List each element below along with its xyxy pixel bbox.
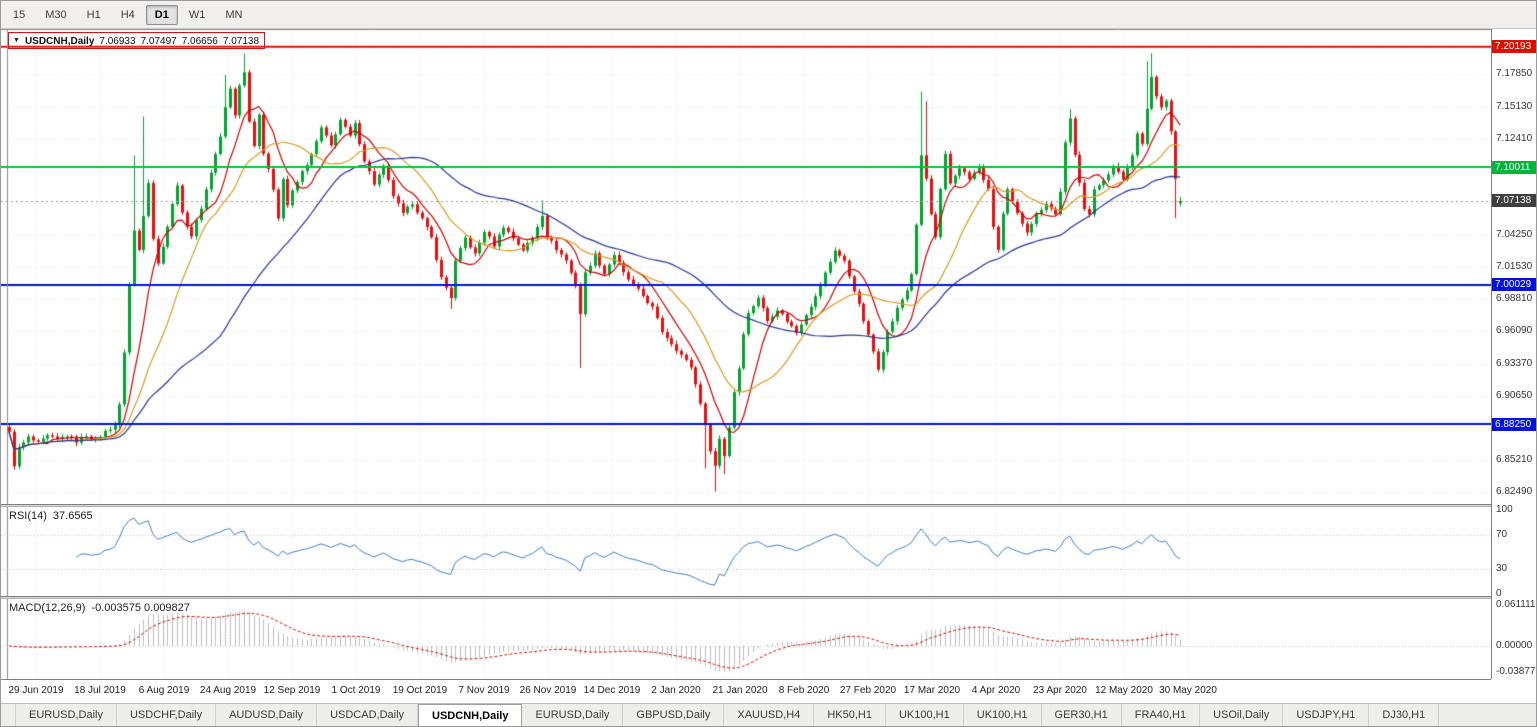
timeframe-w1[interactable]: W1	[188, 8, 206, 21]
timeframe-toolbar: 15 M30 H1 H4 D1 W1 MN	[1, 1, 1536, 29]
macd-axis-tick: 0.0611119	[1496, 599, 1537, 611]
rsi-name: RSI(14)	[9, 510, 47, 522]
date-tick: 19 Oct 2019	[392, 685, 448, 696]
price-badge: 7.10011	[1492, 160, 1536, 174]
timeframe-h1[interactable]: H1	[86, 8, 101, 21]
date-tick: 6 Aug 2019	[138, 685, 190, 696]
tab-uk100-h1[interactable]: UK100,H1	[964, 704, 1042, 726]
chart-title-box: ▼ USDCNH,Daily 7.06933 7.07497 7.06656 7…	[8, 32, 266, 49]
price-tick: 7.01530	[1496, 261, 1533, 273]
chart-region[interactable]: ▼ USDCNH,Daily 7.06933 7.07497 7.06656 7…	[1, 29, 1537, 703]
date-tick: 4 Apr 2020	[971, 685, 1021, 696]
date-tick: 30 May 2020	[1159, 685, 1217, 696]
ohlc-close-value: 7.07138	[222, 35, 260, 47]
date-tick: 14 Dec 2019	[583, 685, 641, 696]
price-tick: 6.98810	[1496, 293, 1533, 305]
ohlc-low-value: 7.06656	[181, 35, 218, 47]
tab-dj30-h1[interactable]: DJ30,H1	[1369, 704, 1440, 726]
price-badge: 7.00029	[1492, 278, 1536, 292]
tab-usdjpy-h1[interactable]: USDJPY,H1	[1283, 704, 1370, 726]
price-tick: 6.93370	[1496, 357, 1533, 369]
price-tick: 7.04250	[1496, 229, 1533, 241]
price-tick: 7.17850	[1496, 68, 1533, 80]
price-tick: 6.96090	[1496, 325, 1533, 337]
date-tick: 17 Mar 2020	[903, 685, 961, 696]
date-tick: 12 Sep 2019	[263, 685, 321, 696]
price-badge: 6.88250	[1492, 417, 1536, 431]
tab-uk100-h1[interactable]: UK100,H1	[886, 704, 964, 726]
chart-symbol-label: USDCNH,Daily	[24, 35, 95, 47]
tab-usdcad-daily[interactable]: USDCAD,Daily	[317, 704, 419, 726]
ohlc-open-value: 7.06933	[99, 35, 136, 47]
tab-xauusd-h4[interactable]: XAUUSD,H4	[724, 704, 815, 726]
tab-ger30-h1[interactable]: GER30,H1	[1042, 704, 1122, 726]
price-tick: 6.82490	[1496, 486, 1533, 498]
tab-usoil-daily[interactable]: USOil,Daily	[1200, 704, 1284, 726]
date-tick: 2 Jan 2020	[651, 685, 701, 696]
timeframe-h4[interactable]: H4	[120, 8, 135, 21]
rsi-axis-tick: 30	[1496, 562, 1508, 574]
tab-fra40-h1[interactable]: FRA40,H1	[1122, 704, 1201, 726]
rsi-value: 37.6565	[52, 510, 93, 522]
macd-values: -0.003575 0.009827	[91, 602, 190, 614]
tab-eurusd-daily[interactable]: EURUSD,Daily	[522, 704, 624, 726]
pane-separator[interactable]	[1, 596, 1536, 599]
date-tick: 7 Nov 2019	[458, 685, 510, 696]
tab-audusd-daily[interactable]: AUDUSD,Daily	[216, 704, 318, 726]
ohlc-high-value: 7.07497	[140, 35, 177, 47]
tab-gbpusd-daily[interactable]: GBPUSD,Daily	[623, 704, 725, 726]
timeframe-m30[interactable]: M30	[45, 8, 67, 21]
tab-hk50-h1[interactable]: HK50,H1	[814, 704, 886, 726]
date-tick: 29 Jun 2019	[8, 685, 64, 696]
timeframe-mn[interactable]: MN	[225, 8, 243, 21]
date-axis[interactable]: 29 Jun 2019 18 Jul 2019 6 Aug 2019 24 Aug 2…	[1, 679, 1491, 703]
price-badge: 7.20193	[1492, 40, 1536, 54]
chart-collapse-icon[interactable]: ▼	[13, 37, 20, 44]
price-tick: 6.90650	[1496, 389, 1533, 401]
price-tick: 7.12410	[1496, 132, 1533, 144]
date-tick: 1 Oct 2019	[331, 685, 381, 696]
date-tick: 23 Apr 2020	[1033, 685, 1087, 696]
tab-eurusd-daily[interactable]: EURUSD,Daily	[15, 704, 117, 726]
macd-indicator-label: MACD(12,26,9) -0.003575 0.009827	[9, 602, 190, 614]
date-tick: 26 Nov 2019	[519, 685, 577, 696]
price-tick: 7.15130	[1496, 100, 1533, 112]
price-axis[interactable]: 7.17850 7.15130 7.12410 7.04250 7.01530 6.988…	[1491, 29, 1537, 679]
rsi-axis-tick: 100	[1496, 504, 1513, 515]
tab-usdchf-daily[interactable]: USDCHF,Daily	[117, 704, 217, 726]
price-tick: 6.85210	[1496, 453, 1533, 465]
price-badge: 7.07138	[1492, 194, 1536, 208]
macd-axis-tick: 0.00000	[1496, 640, 1533, 651]
tab-usdcnh-daily[interactable]: USDCNH,Daily	[418, 704, 523, 726]
timeframe-15[interactable]: 15	[13, 8, 26, 21]
macd-axis-tick: -0.038777	[1496, 666, 1537, 677]
date-tick: 12 May 2020	[1095, 685, 1153, 696]
rsi-indicator-label: RSI(14) 37.6565	[9, 510, 93, 522]
date-tick: 24 Aug 2019	[199, 685, 257, 696]
date-tick: 18 Jul 2019	[74, 685, 126, 696]
date-tick: 8 Feb 2020	[778, 685, 830, 696]
pane-separator[interactable]	[1, 504, 1536, 507]
timeframe-buttons: 15 M30 H1 H4 D1 W1 MN	[3, 4, 252, 25]
date-tick: 27 Feb 2020	[839, 685, 897, 696]
macd-name: MACD(12,26,9)	[9, 602, 86, 614]
rsi-axis-tick: 70	[1496, 529, 1508, 541]
chart-canvas[interactable]	[1, 29, 1491, 679]
timeframe-d1[interactable]: D1	[145, 4, 178, 25]
date-tick: 21 Jan 2020	[712, 685, 768, 696]
rsi-axis-tick: 0	[1496, 588, 1502, 599]
chart-tab-bar: EURUSD,Daily USDCHF,Daily AUDUSD,Daily USDC…	[1, 703, 1536, 726]
